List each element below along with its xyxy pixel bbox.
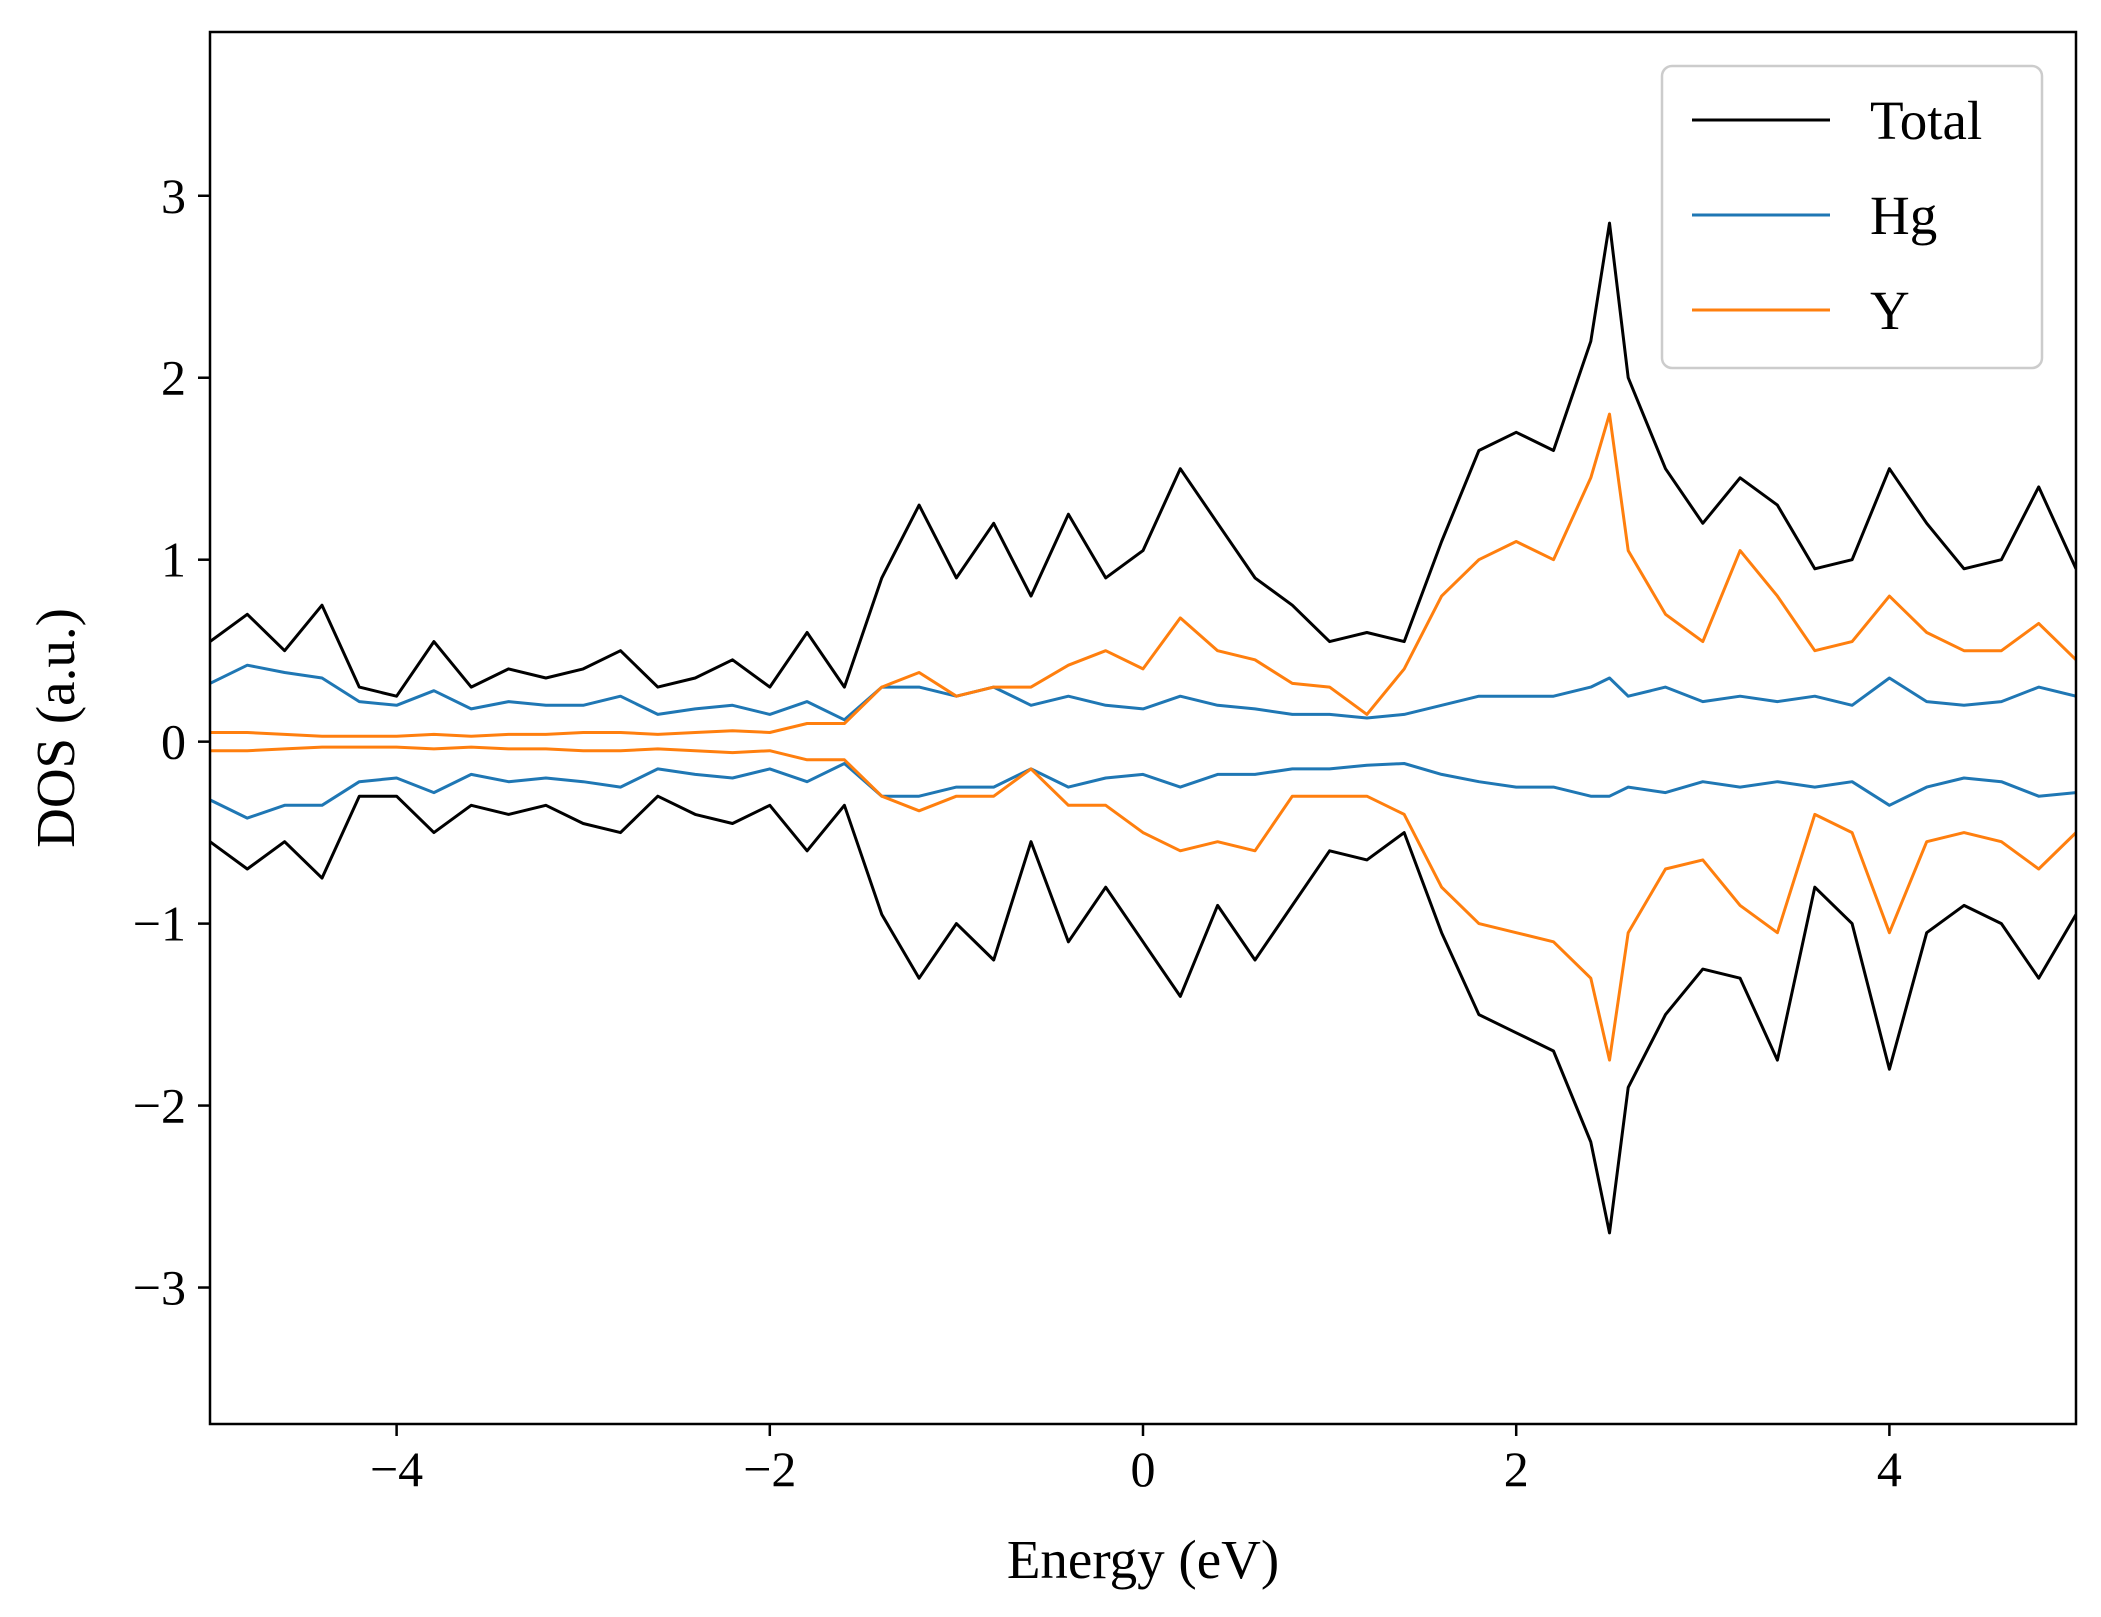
y-axis-label: DOS (a.u.)	[25, 608, 86, 848]
y-tick-label: 3	[161, 168, 186, 224]
y-axis: −3 −2 −1 0 1 2 3	[133, 168, 210, 1316]
series-hg-down-line	[210, 762, 2076, 820]
x-tick-label: −2	[743, 1441, 796, 1497]
series-layer	[210, 221, 2076, 1235]
x-tick-label: 2	[1504, 1441, 1529, 1497]
legend-label-hg: Hg	[1870, 185, 1937, 246]
y-tick-label: 1	[161, 532, 186, 588]
series-hg-up-line	[210, 663, 2076, 722]
x-tick-label: 0	[1131, 1441, 1156, 1497]
x-axis-label: Energy (eV)	[1007, 1529, 1279, 1590]
x-tick-label: −4	[370, 1441, 423, 1497]
series-y-down-line	[210, 745, 2076, 1062]
y-tick-label: −2	[133, 1078, 186, 1134]
legend-label-y: Y	[1870, 280, 1910, 341]
series-total-down-line	[210, 794, 2076, 1235]
x-tick-label: 4	[1877, 1441, 1902, 1497]
series-y-up-line	[210, 412, 2076, 738]
y-tick-label: −3	[133, 1260, 186, 1316]
y-tick-label: −1	[133, 896, 186, 952]
legend-box	[1660, 64, 2044, 370]
y-tick-label: 2	[161, 350, 186, 406]
series-total-up-line	[210, 221, 2076, 698]
legend: Total Hg Y	[1660, 64, 2044, 370]
legend-label-total: Total	[1870, 90, 1982, 151]
y-tick-label: 0	[161, 714, 186, 770]
x-axis: −4 −2 0 2 4	[370, 1424, 1902, 1497]
